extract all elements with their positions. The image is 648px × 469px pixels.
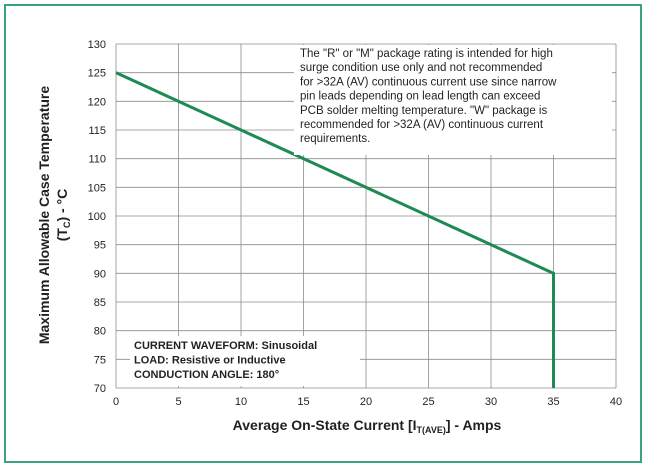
x-tick-label: 10	[235, 396, 247, 408]
y-tick-label: 110	[88, 154, 106, 166]
annotation-line: pin leads depending on lead length can e…	[300, 91, 540, 103]
y-tick-label: 70	[94, 383, 106, 395]
x-tick-label: 20	[360, 396, 372, 408]
annotation-line: requirements.	[300, 133, 370, 145]
x-tick-label: 40	[610, 396, 622, 408]
y-tick-label: 100	[88, 211, 106, 223]
x-tick-labels: 0 5 10 15 20 25 30 35 40	[113, 396, 622, 408]
y-tick-label: 115	[88, 125, 106, 137]
x-tick-label: 30	[485, 396, 497, 408]
series	[115, 71, 555, 388]
series-line	[115, 71, 555, 388]
y-axis-title-line2: (TC) - °C	[54, 189, 72, 242]
y-tick-label: 95	[94, 240, 106, 252]
condition-line: LOAD: Resistive or Inductive	[134, 355, 286, 367]
y-tick-label: 105	[88, 182, 106, 194]
condition-line: CURRENT WAVEFORM: Sinusoidal	[134, 340, 317, 352]
y-axis-title-line1: Maximum Allowable Case Temperature	[36, 86, 52, 345]
annotation-line: surge condition use only and not recomme…	[300, 62, 542, 74]
annotation-line: recommended for >32A (AV) continuous cur…	[300, 119, 544, 131]
y-tick-label: 130	[88, 39, 106, 51]
annotation-line: for >32A (AV) continuous current use sin…	[300, 76, 557, 88]
x-tick-label: 25	[422, 396, 434, 408]
x-axis-title: Average On-State Current [IT(AVE)] - Amp…	[233, 417, 502, 435]
conditions-background	[130, 336, 360, 386]
y-tick-labels: 70 75 80 85 90 95 100 105 110 115 120 125 130	[88, 39, 106, 395]
y-tick-label: 125	[88, 68, 106, 80]
annotation-line: PCB solder melting temperature. "W" pack…	[300, 105, 547, 117]
x-tick-label: 15	[297, 396, 309, 408]
y-tick-label: 80	[94, 326, 106, 338]
x-tick-label: 35	[547, 396, 559, 408]
x-tick-label: 5	[175, 396, 181, 408]
annotation-background	[294, 45, 612, 155]
condition-line: CONDUCTION ANGLE: 180°	[134, 369, 279, 381]
conditions: CURRENT WAVEFORM: Sinusoidal LOAD: Resist…	[134, 340, 317, 381]
y-tick-label: 85	[94, 297, 106, 309]
y-tick-label: 120	[88, 96, 106, 108]
y-tick-label: 90	[94, 268, 106, 280]
annotation: The "R" or "M" package rating is intende…	[300, 48, 557, 145]
x-tick-label: 0	[113, 396, 119, 408]
y-tick-label: 75	[94, 354, 106, 366]
annotation-line: The "R" or "M" package rating is intende…	[300, 48, 553, 60]
